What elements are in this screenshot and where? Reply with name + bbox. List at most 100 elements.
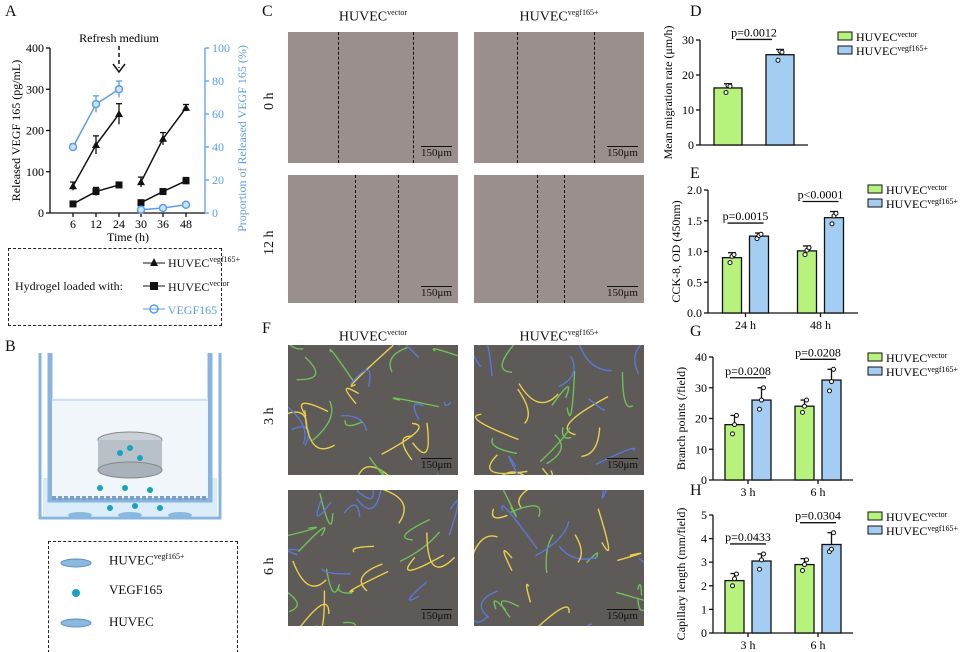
scratch-image: 150μm — [288, 175, 458, 303]
tube-formation-image: 150μm — [288, 490, 458, 626]
legend-swatch — [867, 525, 883, 535]
legend-swatch — [867, 184, 883, 194]
data-point — [831, 530, 836, 536]
data-point — [727, 260, 733, 266]
legend-vector-cells: HUVECvector — [143, 279, 229, 295]
data-point-circle — [158, 203, 168, 213]
data-point-triangle — [115, 110, 123, 117]
bar — [821, 543, 842, 634]
y-tick-label: 5 — [701, 508, 707, 522]
data-point-triangle — [92, 140, 100, 148]
legend-huvec-vegf: HUVECvegf165+ — [109, 552, 185, 568]
panel-label-e: E — [690, 165, 700, 182]
data-point — [732, 422, 737, 428]
y-tick-label: 0.5 — [687, 275, 702, 289]
data-point — [802, 562, 807, 568]
y-tick-label: 10 — [695, 442, 707, 456]
p-value-label: p=0.0208 — [795, 345, 841, 359]
tube-formation-image: 150μm — [288, 345, 458, 475]
refresh-medium-annotation: Refresh medium — [79, 31, 159, 45]
p-value-label: p=0.0012 — [731, 25, 777, 39]
data-point-triangle — [69, 182, 77, 190]
p-value-label: p=0.0208 — [725, 364, 771, 378]
scratch-image: 150μm — [288, 32, 458, 163]
x-tick-label: 12 — [90, 217, 102, 231]
data-point — [779, 49, 785, 55]
data-point — [734, 412, 739, 418]
bar — [823, 217, 845, 314]
y-tick-label: 0 — [688, 138, 694, 152]
y-tick-label: 400 — [26, 41, 44, 55]
data-point-square — [182, 177, 190, 185]
legend-label: HUVECvegf165+ — [886, 365, 959, 379]
data-point — [775, 57, 781, 63]
bar — [751, 399, 772, 481]
bar — [751, 560, 772, 634]
y-tick-label: 20 — [695, 412, 707, 426]
column-header-vector: HUVECvector — [288, 328, 458, 346]
legend-huvec: HUVEC — [109, 614, 154, 629]
x-tick-label: 24 — [113, 217, 125, 231]
data-point — [761, 551, 766, 557]
data-point — [734, 571, 739, 577]
y-tick-label: 4 — [701, 532, 707, 546]
data-point — [732, 576, 737, 582]
scale-bar: 150μm — [607, 609, 638, 622]
p-value-label: p=0.0015 — [723, 209, 769, 223]
data-point-square — [137, 199, 145, 207]
bar — [794, 563, 815, 634]
y2-tick-label: 0 — [212, 206, 218, 220]
data-point-circle — [91, 99, 101, 109]
data-point — [800, 567, 805, 573]
header-sup: vegf165+ — [567, 8, 599, 17]
y-tick-label: 1 — [701, 602, 707, 616]
legend-swatch — [867, 352, 883, 362]
scratch-image: 150μm — [474, 32, 644, 163]
bar — [796, 250, 818, 314]
y-tick-label: 0 — [701, 626, 707, 640]
x-tick-label: 6 h — [811, 638, 826, 652]
panel-label-f: F — [262, 320, 271, 337]
header-label: HUVEC — [338, 329, 388, 345]
y-axis-title: CCK-8, OD (450nm) — [669, 200, 683, 302]
header-sup: vegf165+ — [567, 328, 599, 337]
data-point-square — [159, 188, 167, 196]
legend-prefix: Hydrogel loaded with: — [15, 279, 123, 293]
y-tick-label: 1.0 — [687, 245, 702, 259]
column-header-vegf: HUVECvegf165+ — [474, 8, 644, 26]
panel-b-legend: HUVECvegf165+ VEGF165 HUVEC — [48, 541, 238, 652]
data-point — [758, 231, 764, 237]
legend-label: HUVECvegf165+ — [856, 44, 929, 58]
cell-huvec-icon — [59, 616, 93, 632]
y-tick-label: 20 — [682, 68, 694, 82]
legend-vegf-protein: VEGF165 — [143, 303, 217, 318]
y-tick-label: 3 — [701, 555, 707, 569]
y-axis-title: Released VEGF 165 (pg/mL) — [9, 60, 23, 201]
scale-bar: 150μm — [421, 286, 452, 299]
data-point — [804, 557, 809, 563]
square-marker-icon — [143, 282, 165, 290]
y-tick-label: 0.0 — [687, 306, 702, 320]
legend-label: HUVECvector — [856, 30, 918, 44]
panel-label-g: G — [690, 323, 702, 340]
scale-bar: 150μm — [421, 458, 452, 471]
data-point — [757, 566, 762, 572]
x-tick-label: 3 h — [741, 638, 756, 652]
y2-tick-label: 20 — [212, 173, 224, 187]
data-point — [730, 431, 735, 437]
data-point-circle — [68, 142, 78, 152]
column-header-vector: HUVECvector — [288, 8, 458, 26]
data-point-circle — [181, 200, 191, 209]
tube-network — [474, 345, 642, 475]
data-point — [829, 546, 834, 552]
tube-formation-image: 150μm — [474, 490, 644, 626]
data-point-triangle — [159, 134, 167, 142]
panel-label-h: H — [690, 482, 702, 499]
data-point-triangle — [182, 103, 190, 111]
y-axis-title: Capillary length (mm/field) — [674, 508, 688, 641]
header-sup: vector — [387, 8, 408, 17]
bar — [721, 256, 743, 314]
data-point — [804, 397, 809, 403]
